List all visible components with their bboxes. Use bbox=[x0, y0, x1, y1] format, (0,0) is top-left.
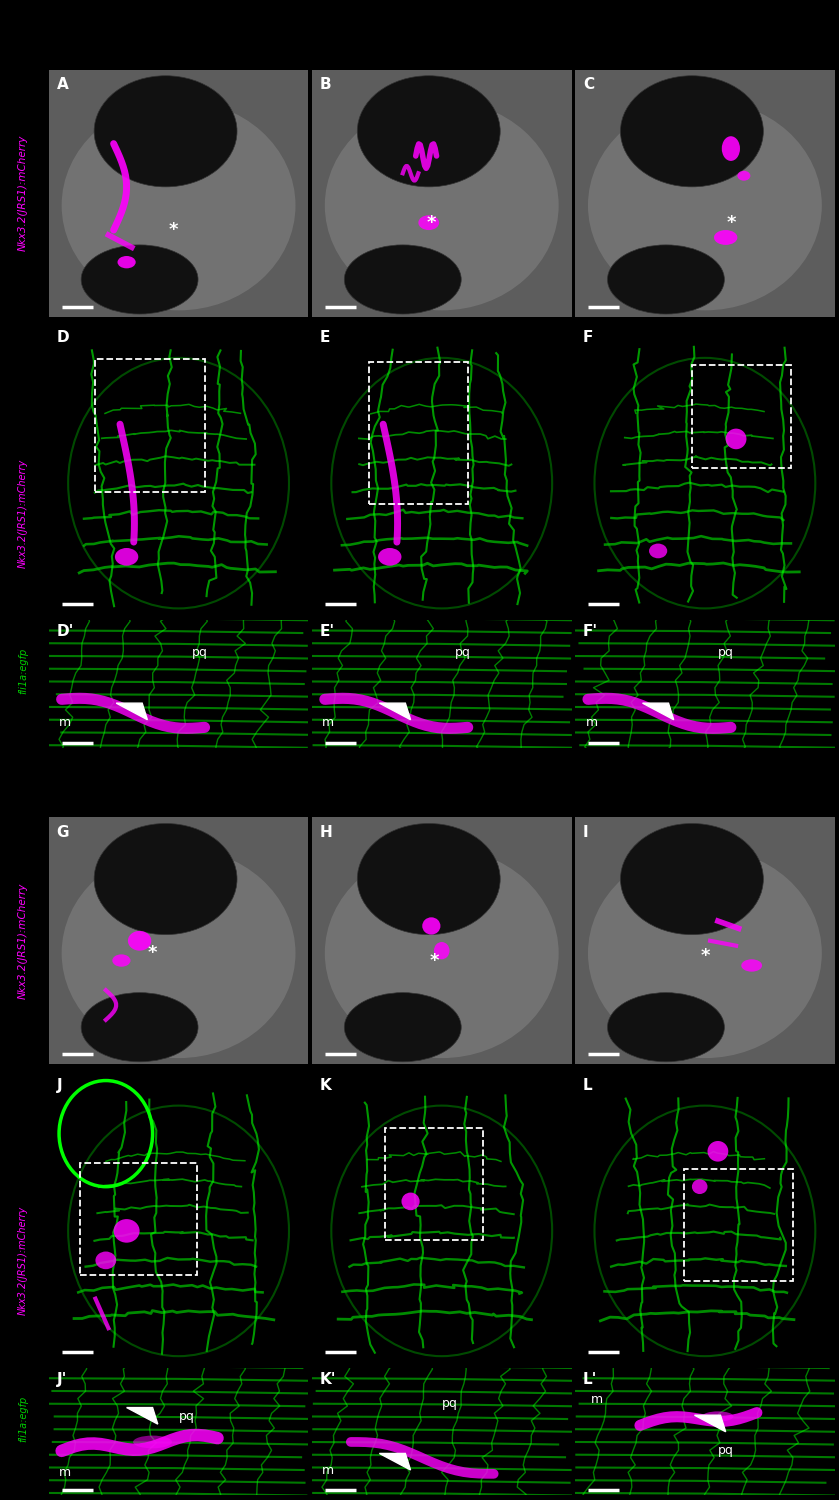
Ellipse shape bbox=[113, 1220, 139, 1242]
Ellipse shape bbox=[707, 1142, 728, 1161]
Ellipse shape bbox=[737, 171, 750, 180]
Text: Mouse: Mouse bbox=[410, 26, 473, 45]
Text: L': L' bbox=[583, 1372, 597, 1388]
Text: D: D bbox=[56, 330, 69, 345]
Text: Bichir: Bichir bbox=[414, 772, 470, 792]
Ellipse shape bbox=[117, 256, 136, 268]
Ellipse shape bbox=[133, 1436, 172, 1449]
Text: pq: pq bbox=[442, 1396, 457, 1410]
Text: Zebrafish: Zebrafish bbox=[133, 772, 225, 792]
Ellipse shape bbox=[621, 824, 763, 934]
Polygon shape bbox=[117, 704, 148, 720]
Text: m: m bbox=[591, 1394, 602, 1407]
Text: pq: pq bbox=[718, 645, 734, 658]
Text: F: F bbox=[583, 330, 593, 345]
Ellipse shape bbox=[702, 1412, 733, 1422]
Text: *: * bbox=[426, 213, 436, 231]
Text: F': F' bbox=[583, 624, 598, 639]
Ellipse shape bbox=[722, 136, 740, 160]
Ellipse shape bbox=[61, 847, 295, 1058]
Polygon shape bbox=[379, 1454, 410, 1470]
Text: fli1a:egfp: fli1a:egfp bbox=[18, 1395, 28, 1441]
Text: m: m bbox=[586, 716, 597, 729]
Text: m: m bbox=[322, 1464, 335, 1476]
Ellipse shape bbox=[419, 216, 439, 229]
Text: K: K bbox=[320, 1077, 331, 1092]
Text: Nkx3.2(JRS1):mCherry: Nkx3.2(JRS1):mCherry bbox=[18, 882, 28, 999]
Ellipse shape bbox=[112, 954, 131, 966]
Text: m: m bbox=[59, 1466, 71, 1479]
Ellipse shape bbox=[96, 1251, 117, 1269]
Text: *: * bbox=[701, 946, 710, 964]
Text: Frog: Frog bbox=[684, 26, 726, 45]
Ellipse shape bbox=[357, 75, 500, 188]
Ellipse shape bbox=[692, 1179, 707, 1194]
Text: K': K' bbox=[320, 1372, 336, 1388]
Text: Human: Human bbox=[143, 26, 213, 45]
Ellipse shape bbox=[357, 824, 500, 934]
Text: pq: pq bbox=[455, 645, 471, 658]
Ellipse shape bbox=[434, 942, 450, 960]
Text: *: * bbox=[726, 213, 736, 231]
Polygon shape bbox=[127, 1407, 158, 1424]
Text: E. Shark: E. Shark bbox=[664, 772, 745, 792]
Bar bbox=[369, 363, 467, 504]
Ellipse shape bbox=[81, 993, 198, 1062]
Ellipse shape bbox=[588, 100, 822, 310]
Text: D': D' bbox=[56, 624, 74, 639]
Text: C: C bbox=[583, 76, 594, 92]
Text: E': E' bbox=[320, 624, 335, 639]
Ellipse shape bbox=[325, 847, 559, 1058]
Ellipse shape bbox=[115, 548, 138, 566]
Ellipse shape bbox=[128, 932, 151, 951]
Bar bbox=[80, 1162, 197, 1275]
Text: pq: pq bbox=[718, 1444, 734, 1458]
Text: Nkx3.2(JRS1):mCherry: Nkx3.2(JRS1):mCherry bbox=[18, 135, 28, 250]
Polygon shape bbox=[643, 704, 674, 720]
Ellipse shape bbox=[94, 824, 237, 934]
Text: *: * bbox=[430, 951, 439, 969]
Ellipse shape bbox=[588, 847, 822, 1058]
Ellipse shape bbox=[402, 1192, 420, 1210]
Text: Nkx3.2(JRS1):mCherry: Nkx3.2(JRS1):mCherry bbox=[18, 1206, 28, 1316]
Text: L: L bbox=[583, 1077, 592, 1092]
Text: pq: pq bbox=[179, 1410, 195, 1424]
Text: *: * bbox=[148, 944, 158, 962]
Text: m: m bbox=[322, 716, 335, 729]
Ellipse shape bbox=[726, 429, 747, 448]
Text: J: J bbox=[56, 1077, 62, 1092]
Text: Nkx3.2(JRS1):mCherry: Nkx3.2(JRS1):mCherry bbox=[18, 459, 28, 567]
Text: H: H bbox=[320, 825, 332, 840]
Text: E: E bbox=[320, 330, 330, 345]
Text: A: A bbox=[56, 76, 68, 92]
Polygon shape bbox=[695, 1414, 726, 1432]
Text: pq: pq bbox=[191, 645, 207, 658]
Ellipse shape bbox=[742, 960, 762, 972]
Bar bbox=[96, 360, 205, 492]
Ellipse shape bbox=[344, 244, 461, 314]
Ellipse shape bbox=[621, 75, 763, 188]
Ellipse shape bbox=[94, 75, 237, 188]
Ellipse shape bbox=[325, 100, 559, 310]
Bar bbox=[384, 1128, 483, 1239]
Text: fli1a:egfp: fli1a:egfp bbox=[18, 648, 28, 694]
Ellipse shape bbox=[649, 543, 667, 558]
Ellipse shape bbox=[607, 993, 724, 1062]
Text: m: m bbox=[59, 716, 71, 729]
Text: *: * bbox=[169, 220, 178, 238]
Ellipse shape bbox=[422, 918, 440, 934]
Ellipse shape bbox=[81, 244, 198, 314]
Text: J': J' bbox=[56, 1372, 67, 1388]
Ellipse shape bbox=[607, 244, 724, 314]
Text: B: B bbox=[320, 76, 331, 92]
Ellipse shape bbox=[61, 100, 295, 310]
Bar bbox=[684, 1168, 793, 1281]
Bar bbox=[692, 364, 790, 468]
Ellipse shape bbox=[344, 993, 461, 1062]
Ellipse shape bbox=[714, 230, 737, 244]
Ellipse shape bbox=[378, 548, 402, 566]
Text: I: I bbox=[583, 825, 588, 840]
Polygon shape bbox=[379, 704, 410, 720]
Text: G: G bbox=[56, 825, 69, 840]
